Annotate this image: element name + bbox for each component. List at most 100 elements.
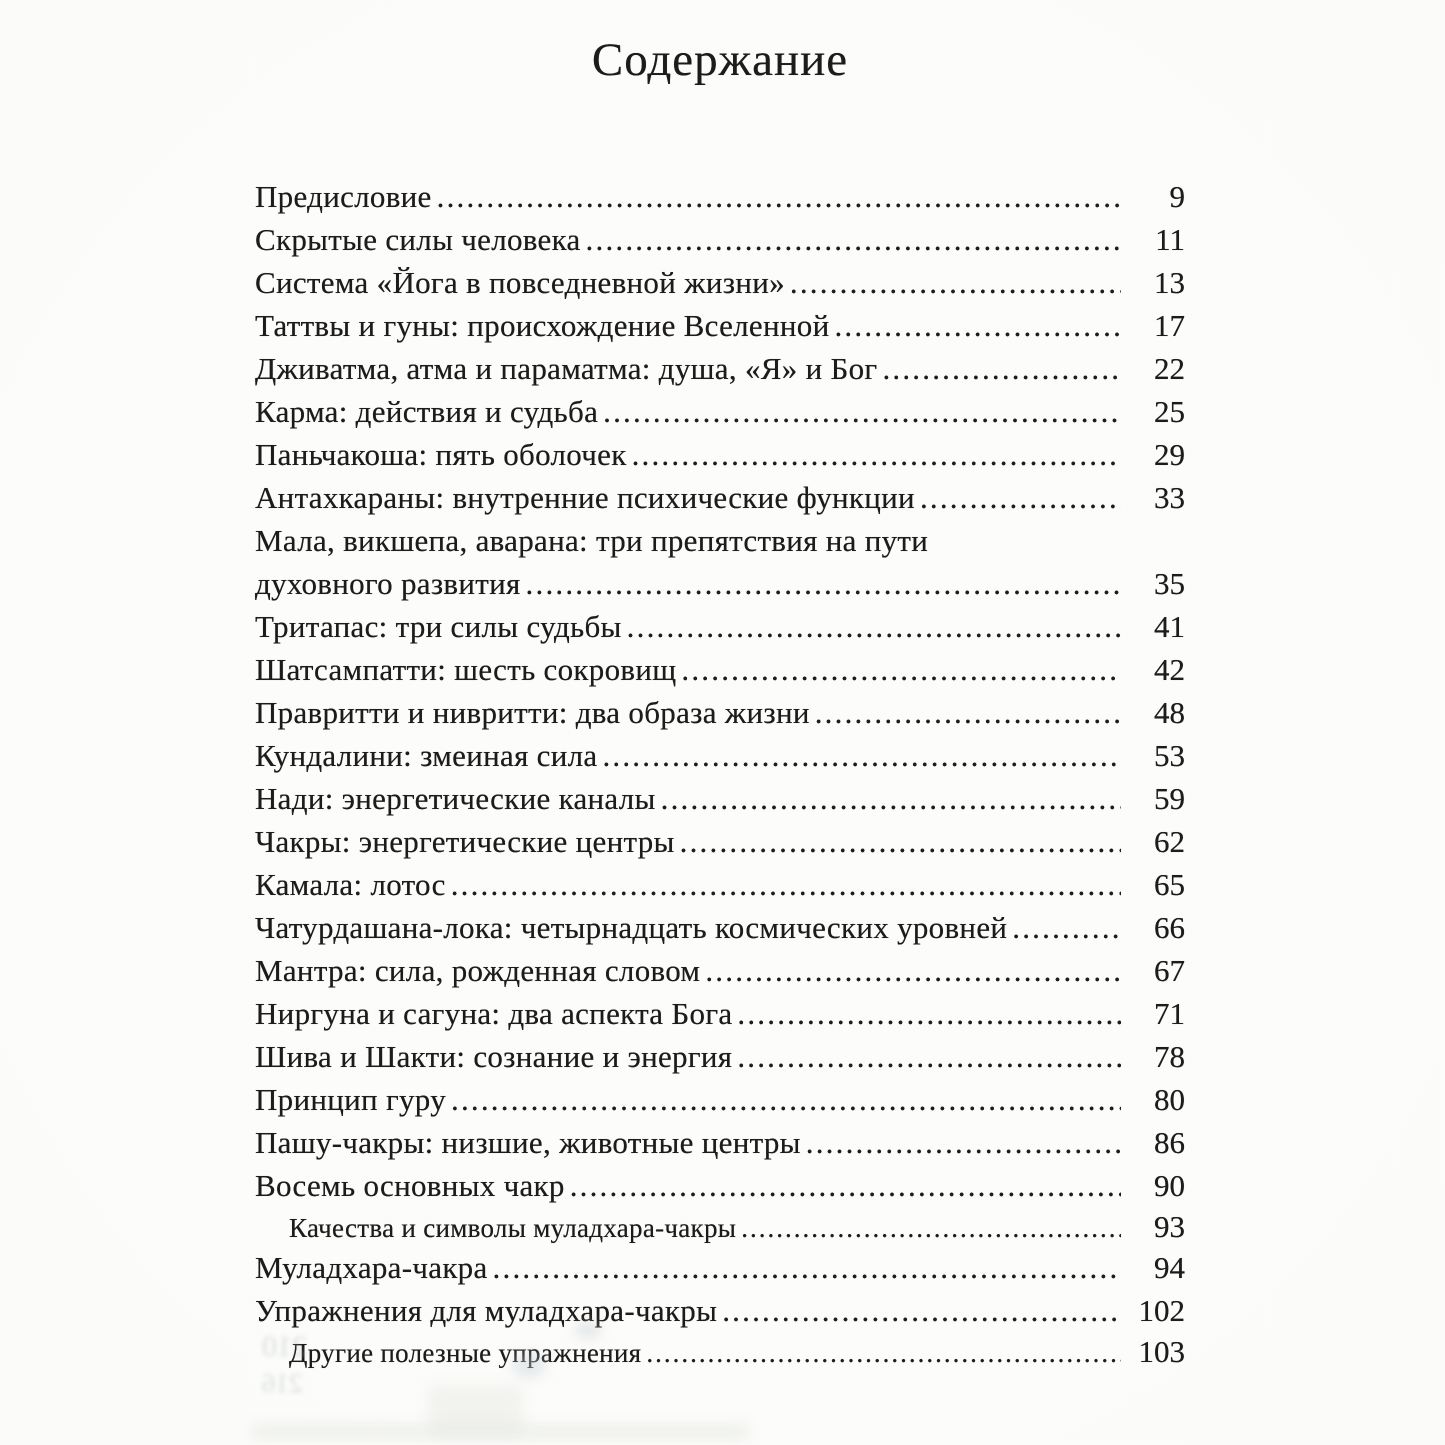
toc-entry-title: Другие полезные упражнения bbox=[289, 1338, 642, 1368]
toc-entry: Ниргуна и сагуна: два аспекта Бога 71 bbox=[255, 992, 1185, 1035]
scan-smudge bbox=[250, 1424, 750, 1440]
toc-entry-page-number: 59 bbox=[1154, 781, 1185, 816]
dot-leader bbox=[451, 1078, 1121, 1121]
toc-entry: Правритти и нивритти: два образа жизни 4… bbox=[255, 691, 1185, 734]
dot-leader bbox=[681, 648, 1121, 691]
toc-entry-page-number: 48 bbox=[1154, 695, 1185, 730]
toc-entry-title: Мантра: сила, рожденная словом bbox=[255, 953, 701, 988]
toc-entry-title: Кундалини: змеиная сила bbox=[255, 738, 598, 773]
toc-entry: Чакры: энергетические центры 62 bbox=[255, 820, 1185, 863]
toc-entry: Камала: лотос 65 bbox=[255, 863, 1185, 906]
bleed-through-ghost-number: 210 bbox=[262, 1330, 307, 1363]
dot-leader bbox=[603, 390, 1121, 433]
toc-entry: Другие полезные упражнения 103 bbox=[255, 1332, 1185, 1371]
toc-entry-page-number: 102 bbox=[1138, 1293, 1186, 1328]
toc-entry: Таттвы и гуны: происхождение Вселенной 1… bbox=[255, 304, 1185, 347]
bleed-through-ghost-number: 216 bbox=[262, 1368, 303, 1398]
dot-leader bbox=[834, 304, 1121, 347]
dot-leader bbox=[737, 992, 1121, 1035]
scan-smudge bbox=[575, 1322, 601, 1338]
dot-leader bbox=[646, 1334, 1121, 1373]
toc-entry-page-number: 22 bbox=[1154, 351, 1185, 386]
dot-leader bbox=[632, 433, 1121, 476]
dot-leader bbox=[1012, 906, 1121, 949]
toc-entry-page-number: 80 bbox=[1154, 1082, 1185, 1117]
toc-entry-page-number: 35 bbox=[1154, 566, 1185, 601]
dot-leader bbox=[602, 734, 1121, 777]
toc-entry: Кундалини: змеиная сила 53 bbox=[255, 734, 1185, 777]
toc-entry: Карма: действия и судьба 25 bbox=[255, 390, 1185, 433]
dot-leader bbox=[586, 218, 1121, 261]
toc-entry-page-number: 103 bbox=[1138, 1334, 1186, 1369]
toc-entry-page-number: 65 bbox=[1154, 867, 1185, 902]
dot-leader bbox=[437, 175, 1121, 218]
toc-entry-page-number: 17 bbox=[1154, 308, 1185, 343]
toc-entry: Нади: энергетические каналы 59 bbox=[255, 777, 1185, 820]
dot-leader bbox=[815, 691, 1121, 734]
toc-entry-title: Качества и символы муладхара-чакры bbox=[289, 1213, 737, 1243]
toc-entry: Тритапас: три силы судьбы 41 bbox=[255, 605, 1185, 648]
toc-entry-title: Нади: энергетические каналы bbox=[255, 781, 656, 816]
toc-entry-title: Паньчакоша: пять оболочек bbox=[255, 437, 627, 472]
toc-entry-title: Чатурдашана-лока: четырнадцать космическ… bbox=[255, 910, 1008, 945]
toc-entry-page-number: 78 bbox=[1154, 1039, 1185, 1074]
toc-entry-page-number: 66 bbox=[1154, 910, 1185, 945]
toc-entry: Мантра: сила, рожденная словом 67 bbox=[255, 949, 1185, 992]
toc-entry-title: Антахкараны: внутренние психические функ… bbox=[255, 480, 915, 515]
toc-entry-title: Скрытые силы человека bbox=[255, 222, 581, 257]
toc-entry-page-number: 33 bbox=[1154, 480, 1185, 515]
table-of-contents: Предисловие 9 Скрытые силы человека 11 С… bbox=[255, 175, 1185, 1371]
dot-leader bbox=[570, 1164, 1121, 1207]
toc-entry-page-number: 93 bbox=[1154, 1209, 1185, 1244]
toc-entry: Восемь основных чакр 90 bbox=[255, 1164, 1185, 1207]
page-title: Содержание bbox=[591, 34, 849, 86]
toc-entry-page-number: 71 bbox=[1154, 996, 1185, 1031]
dot-leader bbox=[741, 1209, 1121, 1248]
toc-entry-title: Муладхара-чакра bbox=[255, 1250, 488, 1285]
dot-leader bbox=[920, 476, 1121, 519]
toc-entry-title: Пашу-чакры: низшие, животные центры bbox=[255, 1125, 801, 1160]
dot-leader bbox=[806, 1121, 1121, 1164]
toc-entry-page-number: 62 bbox=[1154, 824, 1185, 859]
dot-leader bbox=[680, 820, 1121, 863]
toc-entry: Шива и Шакти: сознание и энергия 78 bbox=[255, 1035, 1185, 1078]
toc-entry: Антахкараны: внутренние психические функ… bbox=[255, 476, 1185, 519]
toc-entry-page-number: 67 bbox=[1154, 953, 1185, 988]
toc-entry-page-number: 13 bbox=[1154, 265, 1185, 300]
toc-entry-page-number: 86 bbox=[1154, 1125, 1185, 1160]
toc-entry-title: Тритапас: три силы судьбы bbox=[255, 609, 622, 644]
toc-entry: Упражнения для муладхара-чакры 102 bbox=[255, 1289, 1185, 1332]
toc-entry-title: Карма: действия и судьба bbox=[255, 394, 599, 429]
toc-entry-page-number: 53 bbox=[1154, 738, 1185, 773]
toc-entry-title: Шива и Шакти: сознание и энергия bbox=[255, 1039, 733, 1074]
dot-leader bbox=[882, 347, 1121, 390]
toc-entry: духовного развития 35 bbox=[255, 562, 1185, 605]
toc-entry: Чатурдашана-лока: четырнадцать космическ… bbox=[255, 906, 1185, 949]
toc-entry-title: Восемь основных чакр bbox=[255, 1168, 565, 1203]
toc-entry: Качества и символы муладхара-чакры 93 bbox=[255, 1207, 1185, 1246]
toc-entry-title: Правритти и нивритти: два образа жизни bbox=[255, 695, 810, 730]
toc-entry-title: Система «Йога в повседневной жизни» bbox=[255, 265, 785, 300]
toc-entry: Предисловие 9 bbox=[255, 175, 1185, 218]
toc-entry-page-number: 9 bbox=[1169, 179, 1186, 214]
dot-leader bbox=[451, 863, 1121, 906]
toc-entry-title: Чакры: энергетические центры bbox=[255, 824, 675, 859]
toc-entry: Мала, викшепа, аварана: три препятствия … bbox=[255, 519, 1185, 562]
toc-entry: Скрытые силы человека 11 bbox=[255, 218, 1185, 261]
dot-leader bbox=[705, 949, 1121, 992]
dot-leader bbox=[627, 605, 1121, 648]
toc-entry-page-number: 11 bbox=[1155, 222, 1185, 257]
toc-entry-title: Мала, викшепа, аварана: три препятствия … bbox=[255, 523, 929, 558]
toc-entry: Принцип гуру 80 bbox=[255, 1078, 1185, 1121]
scan-smudge bbox=[512, 1352, 546, 1378]
toc-entry: Шатсампатти: шесть сокровищ 42 bbox=[255, 648, 1185, 691]
toc-entry-title: Таттвы и гуны: происхождение Вселенной bbox=[255, 308, 830, 343]
toc-entry: Пашу-чакры: низшие, животные центры 86 bbox=[255, 1121, 1185, 1164]
toc-entry-title: Шатсампатти: шесть сокровищ bbox=[255, 652, 677, 687]
dot-leader bbox=[722, 1289, 1121, 1332]
dot-leader bbox=[493, 1246, 1121, 1289]
toc-entry-page-number: 29 bbox=[1154, 437, 1185, 472]
toc-entry: Паньчакоша: пять оболочек 29 bbox=[255, 433, 1185, 476]
toc-entry-title: Принцип гуру bbox=[255, 1082, 446, 1117]
toc-entry-page-number: 94 bbox=[1154, 1250, 1185, 1285]
